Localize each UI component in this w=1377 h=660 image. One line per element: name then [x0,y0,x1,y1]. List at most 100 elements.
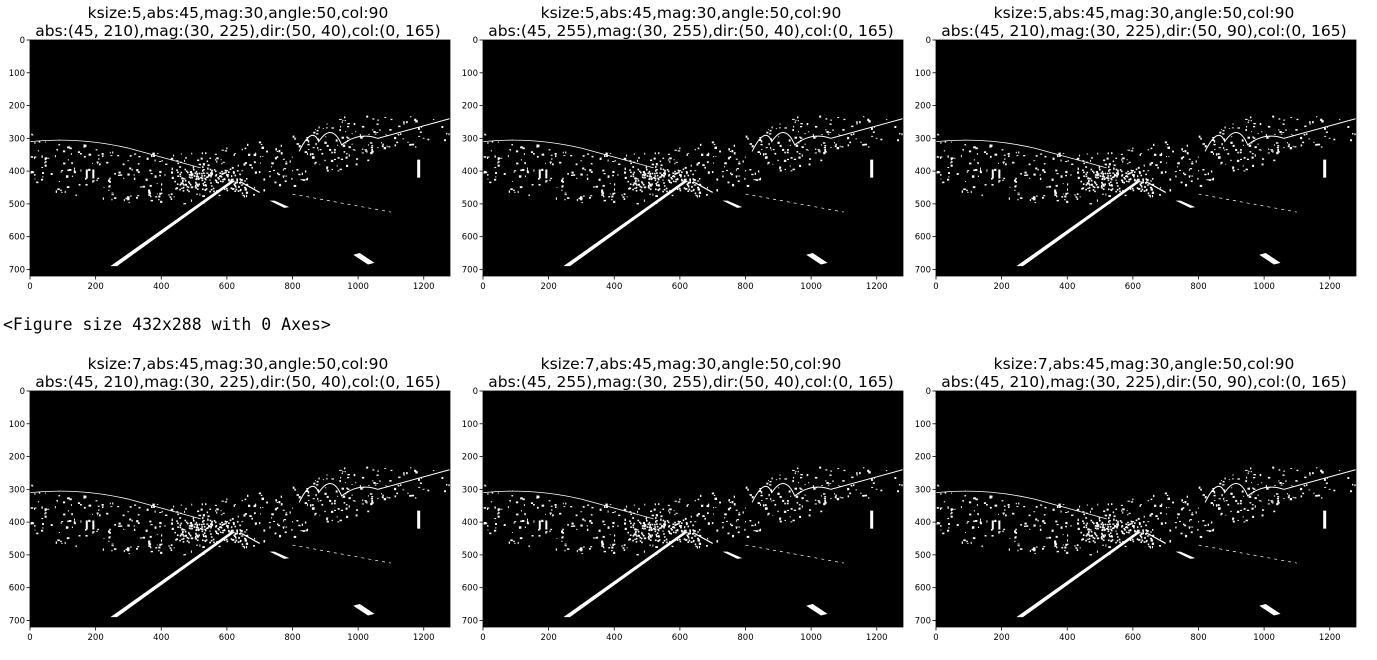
edge-speckle [648,532,650,535]
edge-speckle [786,151,789,154]
edge-speckle [1075,196,1078,198]
edge-speckle [1029,177,1031,179]
edge-speckle [340,476,342,479]
edge-speckle [261,497,264,500]
edge-speckle [825,480,827,482]
edge-speckle [85,529,87,531]
edge-speckle [1082,511,1085,513]
edge-speckle [1166,162,1167,164]
edge-speckle [830,497,832,500]
edge-speckle [696,195,698,198]
edge-speckle [693,535,697,537]
x-tick-label: 800 [737,282,753,292]
edge-speckle [591,155,594,158]
edge-speckle [655,163,658,166]
edge-speckle [601,194,604,196]
edge-speckle [396,492,399,495]
edge-speckle [253,161,256,164]
edge-speckle [784,519,786,521]
edge-speckle [659,176,661,179]
edge-speckle [136,169,139,172]
edge-speckle [991,178,993,180]
edge-speckle [1197,507,1199,509]
edge-speckle [66,526,68,529]
edge-speckle [222,529,224,532]
edge-speckle [170,508,174,511]
edge-speckle [797,116,799,119]
edge-speckle [660,167,662,170]
edge-speckle [282,520,284,522]
right-lane-dash [806,253,828,265]
edge-speckle [678,171,680,174]
edge-speckle [180,171,183,174]
edge-speckle [176,520,178,522]
edge-speckle [977,513,979,515]
edge-speckle [937,171,940,174]
edge-speckle [570,506,573,508]
edge-speckle [829,132,832,133]
edge-speckle [326,144,329,147]
edge-speckle [1237,168,1239,170]
edge-speckle [1198,170,1200,172]
edge-speckle [83,506,86,509]
edge-speckle [1140,184,1142,186]
edge-speckle [680,175,682,178]
edge-speckle [1220,512,1223,515]
edge-speckle [1221,494,1223,497]
edge-speckle [1025,174,1028,176]
edge-speckle [283,519,287,521]
edge-speckle [237,164,239,167]
edge-speckle [1219,482,1222,485]
edge-speckle [1054,540,1057,543]
edge-speckle [346,515,349,518]
edge-speckle [1054,542,1057,545]
edge-speckle [244,180,246,182]
edge-speckle [487,508,489,510]
edge-speckle [612,161,615,162]
edge-speckle [979,170,982,173]
edge-speckle [1107,152,1109,155]
edge-speckle [632,517,635,519]
edge-speckle [304,521,307,524]
edge-speckle [1125,523,1127,525]
edge-speckle [654,175,656,177]
edge-speckle [210,182,212,184]
edge-speckle [1083,526,1085,528]
edge-speckle [1123,527,1125,530]
edge-speckle [196,183,199,186]
edge-speckle [527,169,528,171]
edge-speckle [796,151,799,153]
x-tick-label: 1200 [866,282,888,292]
edge-speckle [729,507,732,509]
edge-speckle [856,122,858,125]
edge-speckle [687,541,689,543]
edge-speckle [513,522,516,524]
edge-speckle [947,178,950,181]
edge-speckle [1320,497,1323,499]
title-line-2: abs:(45, 210),mag:(30, 225),dir:(50, 90)… [941,373,1347,391]
edge-speckle [156,153,159,154]
edge-speckle [612,170,615,174]
edge-speckle [1061,547,1064,549]
edge-speckle [549,512,552,514]
edge-speckle [1037,168,1039,171]
y-tick-label: 100 [915,69,931,79]
edge-speckle [519,537,523,540]
edge-speckle [666,190,668,193]
y-tick-label: 700 [462,265,478,275]
edge-speckle [1252,515,1255,518]
edge-speckle [113,197,117,199]
edge-speckle [421,477,422,479]
y-tick-label: 700 [915,616,931,626]
edge-speckle [591,506,594,509]
edge-speckle [364,500,367,502]
edge-speckle [1287,142,1288,144]
edge-speckle [655,514,658,517]
edge-speckle [197,527,200,529]
sign-post [85,169,88,179]
edge-speckle [1134,522,1136,524]
edge-speckle [1085,524,1088,527]
edge-speckle [236,530,238,533]
edge-speckle [632,539,634,542]
